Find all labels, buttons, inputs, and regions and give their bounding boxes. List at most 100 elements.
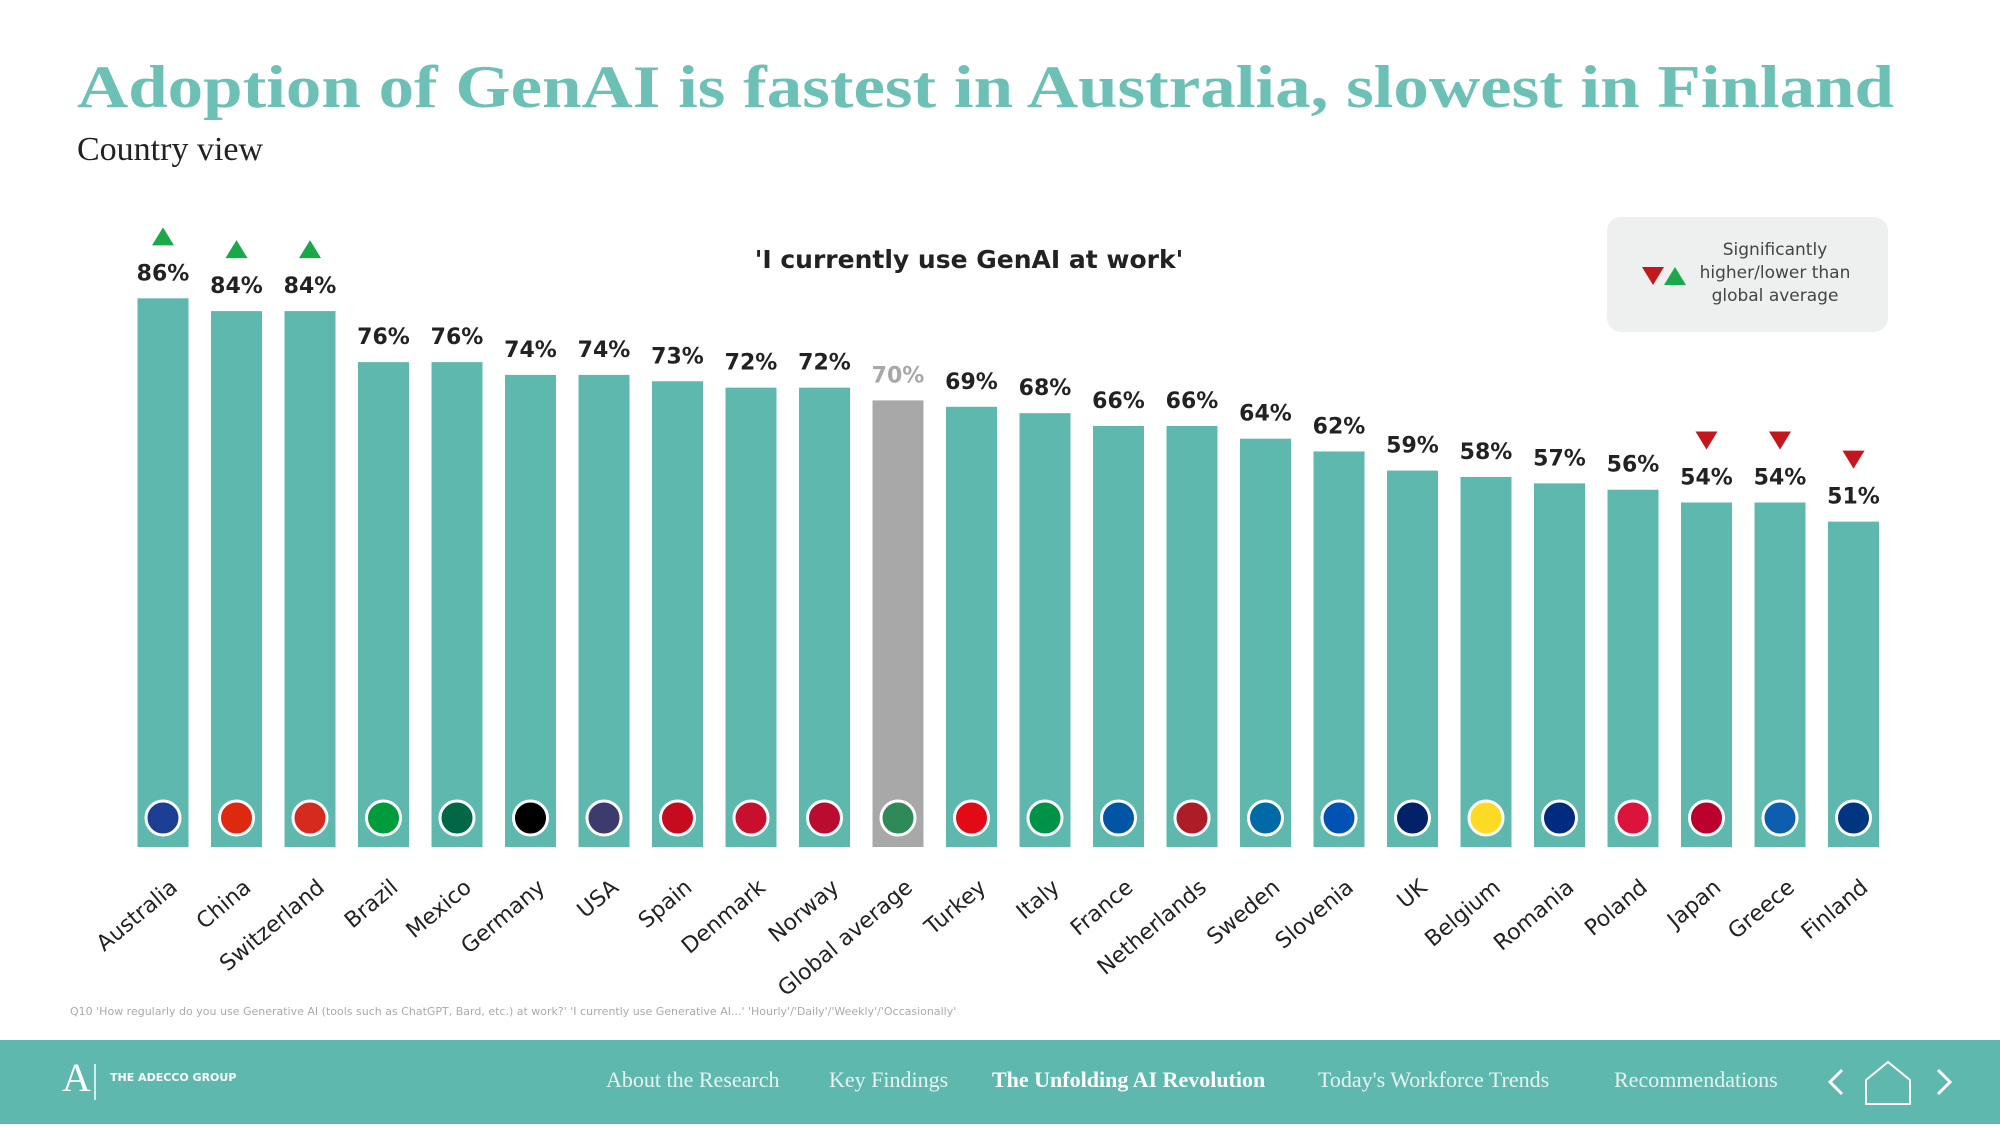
value-label: 62% (1313, 414, 1366, 439)
category-label: Japan (1662, 875, 1727, 935)
title: Adoption of GenAI is fastest in Australi… (77, 54, 1894, 120)
value-label: 51% (1827, 485, 1880, 510)
nav-link[interactable]: About the Research (606, 1067, 780, 1092)
bar (1534, 483, 1585, 847)
bar (872, 400, 924, 847)
value-label: 86% (137, 261, 190, 286)
category-label: Spain (634, 875, 697, 934)
flag (438, 799, 476, 837)
value-label: 57% (1533, 446, 1586, 471)
value-label: 56% (1607, 453, 1660, 478)
flag (1100, 799, 1137, 837)
value-label: 84% (284, 274, 337, 299)
bar (431, 362, 483, 847)
nav-link[interactable]: Today's Workforce Trends (1318, 1067, 1549, 1092)
bar (1828, 521, 1879, 847)
legend-box (1607, 217, 1888, 332)
significance-marker (1695, 431, 1718, 450)
flag (1026, 799, 1064, 837)
category-label: USA (573, 875, 624, 923)
home-icon[interactable] (1865, 1060, 1911, 1105)
category-label: Slovenia (1271, 875, 1359, 954)
value-label: 59% (1386, 434, 1439, 459)
category-label: Greece (1724, 875, 1800, 944)
legend: Significantly higher/lower than global ave… (1642, 240, 1850, 306)
category-label: China (192, 875, 256, 935)
flag (365, 799, 402, 837)
value-label: 74% (504, 338, 557, 363)
bar (1387, 470, 1438, 847)
legend-text: global average (1712, 286, 1839, 306)
flag (1467, 799, 1505, 837)
nav-bar (0, 1040, 2000, 1124)
category-label: Australia (92, 875, 183, 957)
value-label: 72% (798, 351, 851, 376)
category-label: Finland (1797, 875, 1873, 945)
brand: THE ADECCO GROUP (110, 1071, 236, 1084)
value-label: 54% (1754, 465, 1807, 490)
category-label: Brazil (340, 875, 403, 934)
category-label: UK (1393, 875, 1433, 914)
bar (1166, 425, 1218, 847)
significance-marker (1842, 450, 1865, 469)
category-label: Italy (1012, 875, 1065, 925)
nav-link[interactable]: The Unfolding AI Revolution (992, 1067, 1265, 1092)
chart-title: 'I currently use GenAI at work' (755, 245, 1184, 274)
flag (1320, 799, 1358, 837)
bar (284, 311, 336, 848)
nav: About the Research Key Findings The Unfold… (606, 1067, 1778, 1092)
flag (659, 799, 696, 837)
flag (585, 799, 623, 837)
value-label: 68% (1019, 376, 1072, 401)
flag (1541, 799, 1578, 837)
bars: 86%Australia84%China84%Switzerland76%Bra… (92, 227, 1880, 1002)
category-label: Turkey (920, 875, 992, 941)
bar (652, 381, 703, 847)
flag (1247, 799, 1284, 837)
value-label: 74% (578, 338, 631, 363)
bar (211, 311, 262, 848)
legend-marker-lower (1642, 267, 1664, 285)
flag (1173, 799, 1211, 837)
flag (1761, 799, 1799, 837)
logo-mark: A (62, 1055, 91, 1100)
flag (512, 799, 549, 837)
footnote: Q10 'How regularly do you use Generative… (70, 1005, 956, 1018)
bar (1313, 451, 1365, 847)
value-label: 73% (651, 344, 704, 369)
value-label: 69% (945, 370, 998, 395)
prev-arrow[interactable] (1827, 1068, 1844, 1096)
flag (732, 799, 770, 837)
significance-marker (1769, 431, 1791, 450)
flag (1688, 799, 1725, 837)
bar (358, 362, 409, 847)
flag (806, 799, 843, 837)
flag (1394, 799, 1431, 837)
bar (1754, 502, 1806, 847)
nav-link[interactable]: Key Findings (829, 1067, 948, 1092)
category-label: Global average (774, 875, 918, 1002)
value-label: 72% (725, 351, 778, 376)
value-label: 54% (1680, 465, 1733, 490)
value-label: 84% (210, 274, 263, 299)
bar (1093, 425, 1144, 847)
flag (1614, 799, 1652, 837)
category-label: Poland (1580, 875, 1652, 941)
bar (137, 298, 189, 847)
significance-marker (152, 227, 174, 246)
bar (725, 387, 777, 847)
legend-marker-higher (1664, 267, 1686, 285)
nav-link[interactable]: Recommendations (1614, 1067, 1778, 1092)
flag (291, 799, 329, 837)
flag (144, 799, 182, 837)
value-label: 66% (1092, 389, 1145, 414)
flag (218, 799, 255, 837)
value-label: 70% (872, 363, 925, 388)
value-label: 66% (1166, 389, 1219, 414)
bar (1240, 438, 1291, 847)
next-arrow[interactable] (1936, 1068, 1953, 1096)
flag (1835, 799, 1872, 837)
significance-marker (225, 240, 248, 259)
